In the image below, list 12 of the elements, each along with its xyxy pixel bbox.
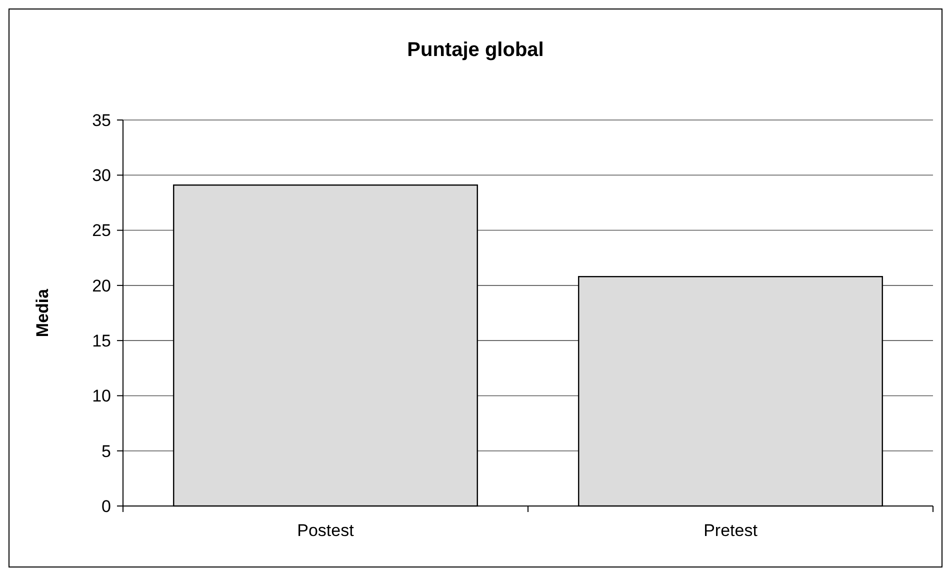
- y-tick-label: 30: [92, 166, 111, 186]
- y-tick-label: 25: [92, 221, 111, 240]
- y-tick-label: 35: [92, 110, 111, 130]
- y-tick-label: 20: [92, 276, 111, 296]
- y-tick-label: 0: [102, 496, 111, 516]
- y-axis-title: Media: [33, 288, 52, 338]
- y-tick-label: 5: [102, 442, 111, 461]
- y-tick-label: 15: [92, 332, 111, 351]
- chart-title: Puntaje global: [407, 39, 544, 61]
- x-tick-label: Postest: [297, 521, 354, 540]
- x-tick-label: Pretest: [704, 521, 758, 540]
- y-tick-label: 10: [92, 386, 111, 406]
